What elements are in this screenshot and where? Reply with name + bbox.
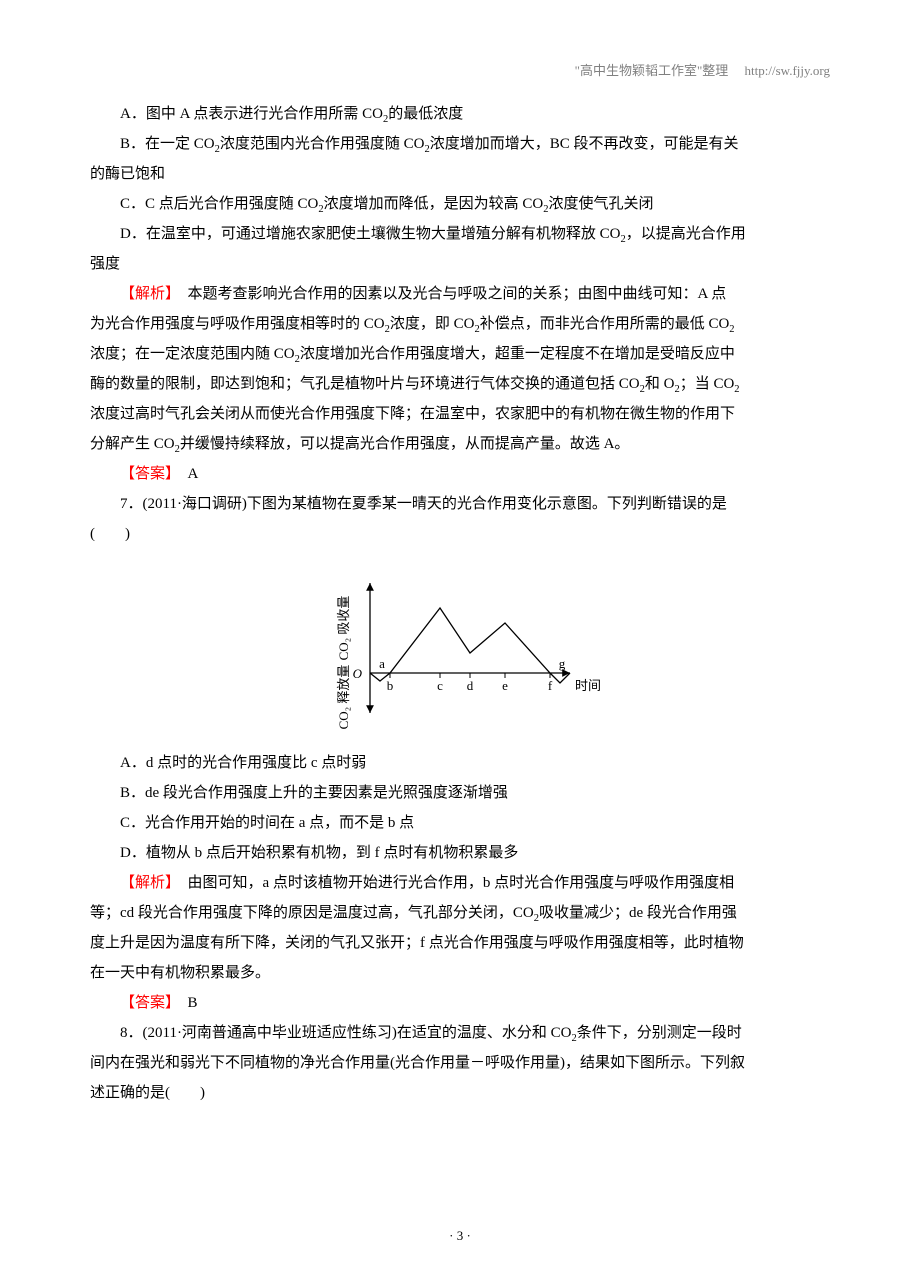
svg-text:b: b (387, 678, 394, 693)
svg-text:g: g (559, 656, 566, 671)
q7-option-b: B．de 段光合作用强度上升的主要因素是光照强度逐渐增强 (90, 778, 830, 808)
analysis-line5: 浓度过高时气孔会关闭从而使光合作用强度下降；在温室中，农家肥中的有机物在微生物的… (90, 399, 830, 429)
option-b-line1: B．在一定 CO2浓度范围内光合作用强度随 CO2浓度增加而增大，BC 段不再改… (90, 129, 830, 159)
svg-text:c: c (437, 678, 443, 693)
answer-block: 【答案】 A (90, 459, 830, 489)
analysis-label: 【解析】 (120, 875, 180, 891)
analysis-line4: 酶的数量的限制，即达到饱和；气孔是植物叶片与环境进行气体交换的通道包括 CO2和… (90, 369, 830, 399)
q7-answer-value: B (188, 995, 198, 1011)
option-a: A．图中 A 点表示进行光合作用所需 CO2的最低浓度 (90, 99, 830, 129)
svg-text:a: a (379, 656, 385, 671)
svg-text:CO₂ 释放量: CO₂ 释放量 (336, 665, 351, 730)
q8-stem-line2: 间内在强光和弱光下不同植物的净光合作用量(光合作用量－呼吸作用量)，结果如下图所… (90, 1048, 830, 1078)
svg-text:O: O (353, 666, 363, 681)
q7-analysis-line3: 度上升是因为温度有所下降，关闭的气孔又张开；f 点光合作用强度与呼吸作用强度相等… (90, 928, 830, 958)
q7-chart: b c d e f a g O 时间 CO₂ 吸收量 CO₂ 释放量 (90, 563, 830, 738)
svg-text:时间: 时间 (575, 678, 601, 693)
answer-label: 【答案】 (120, 466, 180, 482)
svg-text:f: f (548, 678, 553, 693)
svg-text:d: d (467, 678, 474, 693)
analysis-line3: 浓度；在一定浓度范围内随 CO2浓度增加光合作用强度增大，超重一定程度不在增加是… (90, 339, 830, 369)
svg-text:CO₂ 吸收量: CO₂ 吸收量 (336, 596, 351, 661)
page-number: · 3 · (0, 1228, 920, 1244)
answer-value: A (188, 466, 199, 482)
q8-stem-line3: 述正确的是( ) (90, 1078, 830, 1108)
analysis-block: 【解析】 本题考查影响光合作用的因素以及光合与呼吸之间的关系；由图中曲线可知：A… (90, 279, 830, 309)
analysis-line2: 为光合作用强度与呼吸作用强度相等时的 CO2浓度，即 CO2补偿点，而非光合作用… (90, 309, 830, 339)
q7-analysis-line2: 等；cd 段光合作用强度下降的原因是温度过高，气孔部分关闭，CO2吸收量减少；d… (90, 898, 830, 928)
q7-analysis-line4: 在一天中有机物积累最多。 (90, 958, 830, 988)
header-url: http://sw.fjjy.org (745, 63, 830, 78)
header-source: "高中生物颖韬工作室"整理 (575, 63, 729, 78)
page-header: "高中生物颖韬工作室"整理 http://sw.fjjy.org (90, 60, 830, 79)
q7-option-a: A．d 点时的光合作用强度比 c 点时弱 (90, 748, 830, 778)
answer-label: 【答案】 (120, 995, 180, 1011)
q8-stem-line1: 8．(2011·河南普通高中毕业班适应性练习)在适宜的温度、水分和 CO2条件下… (90, 1018, 830, 1048)
svg-text:e: e (502, 678, 508, 693)
q7-analysis: 【解析】 由图可知，a 点时该植物开始进行光合作用，b 点时光合作用强度与呼吸作… (90, 868, 830, 898)
chart-svg: b c d e f a g O 时间 CO₂ 吸收量 CO₂ 释放量 (310, 563, 610, 733)
q7-option-c: C．光合作用开始的时间在 a 点，而不是 b 点 (90, 808, 830, 838)
option-c: C．C 点后光合作用强度随 CO2浓度增加而降低，是因为较高 CO2浓度使气孔关… (90, 189, 830, 219)
analysis-line6: 分解产生 CO2并缓慢持续释放，可以提高光合作用强度，从而提高产量。故选 A。 (90, 429, 830, 459)
q7-answer: 【答案】 B (90, 988, 830, 1018)
option-d-line2: 强度 (90, 249, 830, 279)
option-b-line2: 的酶已饱和 (90, 159, 830, 189)
q7-option-d: D．植物从 b 点后开始积累有机物，到 f 点时有机物积累最多 (90, 838, 830, 868)
option-d-line1: D．在温室中，可通过增施农家肥使土壤微生物大量增殖分解有机物释放 CO2，以提高… (90, 219, 830, 249)
q7-stem-line1: 7．(2011·海口调研)下图为某植物在夏季某一晴天的光合作用变化示意图。下列判… (90, 489, 830, 519)
analysis-label: 【解析】 (120, 286, 180, 302)
q7-stem-line2: ( ) (90, 519, 830, 549)
